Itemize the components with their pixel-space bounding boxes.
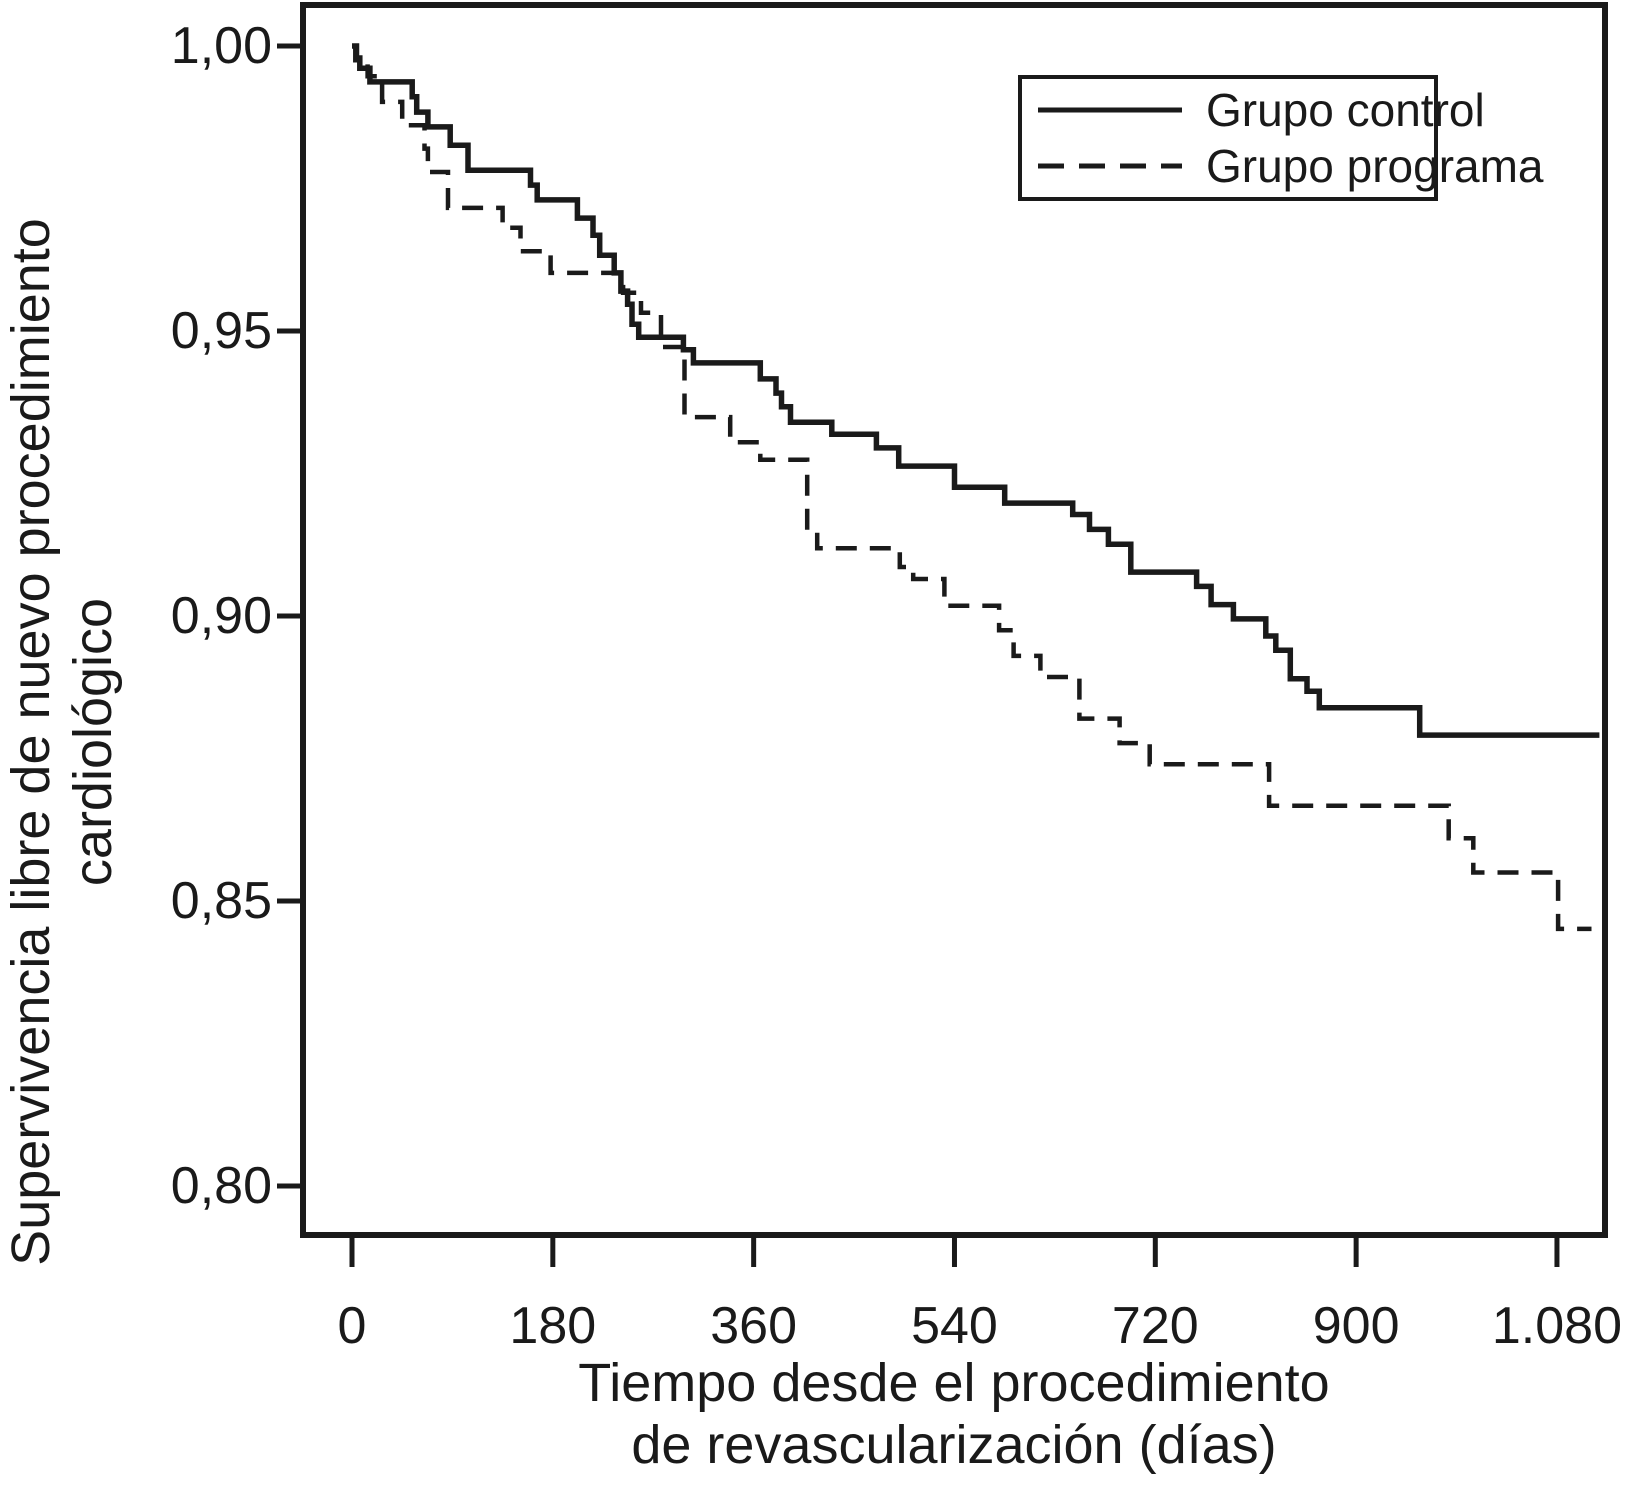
y-tick-label: 0,80 xyxy=(170,1157,272,1215)
programa-curve xyxy=(352,43,1592,932)
legend-label-control: Grupo control xyxy=(1206,84,1485,136)
y-tick-label: 0,90 xyxy=(170,587,272,645)
control-curve xyxy=(352,43,1600,738)
y-axis-title-line1: Supervivencia libre de nuevo procedimien… xyxy=(1,218,61,1266)
x-tick-label: 900 xyxy=(1312,1297,1400,1355)
solid-line-sample-icon xyxy=(1038,107,1182,113)
legend-label-programa: Grupo programa xyxy=(1206,140,1544,192)
x-tick-label: 0 xyxy=(337,1297,367,1355)
x-tick-label: 720 xyxy=(1111,1297,1199,1355)
x-axis-title: Tiempo desde el procedimiento de revascu… xyxy=(404,1352,1504,1476)
y-tick-label: 0,95 xyxy=(170,302,272,360)
legend-row-programa: Grupo programa xyxy=(1022,141,1544,191)
legend-box: Grupo control Grupo programa xyxy=(1018,75,1544,201)
x-axis-title-line1: Tiempo desde el procedimiento xyxy=(578,1353,1330,1413)
x-tick-label: 1.080 xyxy=(1491,1297,1623,1355)
dashed-line-sample-icon xyxy=(1038,163,1182,169)
y-tick-label: 0,85 xyxy=(170,872,272,930)
x-axis-title-line2: de revascularización (días) xyxy=(631,1415,1277,1475)
y-tick-label: 1,00 xyxy=(170,17,272,75)
x-tick-label: 540 xyxy=(911,1297,998,1355)
legend-row-control: Grupo control xyxy=(1022,85,1485,135)
y-axis-title-line2: cardiológico xyxy=(63,597,123,887)
x-tick-label: 180 xyxy=(509,1297,597,1355)
x-tick-label: 360 xyxy=(710,1297,798,1355)
y-axis-title: Supervivencia libre de nuevo procedimien… xyxy=(0,2,124,1482)
